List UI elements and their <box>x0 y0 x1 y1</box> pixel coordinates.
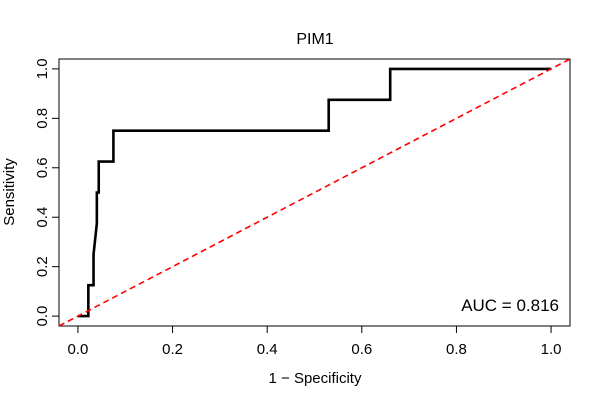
y-tick-label: 0.4 <box>34 207 51 228</box>
reference-diagonal-line <box>58 58 571 327</box>
plot-marks <box>58 58 571 327</box>
x-tick-label: 0.6 <box>351 341 372 358</box>
x-tick-label: 0.2 <box>162 341 183 358</box>
y-axis-title: Sensitivity <box>1 158 18 226</box>
y-tick-label: 0.8 <box>34 108 51 129</box>
x-tick-label: 0.4 <box>257 341 278 358</box>
roc-curve-line <box>77 67 552 318</box>
y-tick-label: 0.2 <box>34 256 51 277</box>
y-axis: 0.0 0.2 0.4 0.6 0.8 1.0 <box>34 58 60 327</box>
auc-annotation: AUC = 0.816 <box>461 296 559 315</box>
y-tick-label: 1.0 <box>34 58 51 79</box>
x-axis: 0.0 0.2 0.4 0.6 0.8 1.0 <box>67 325 562 358</box>
x-tick-label: 1.0 <box>541 341 562 358</box>
x-tick-label: 0.8 <box>446 341 467 358</box>
y-tick-label: 0.6 <box>34 157 51 178</box>
y-tick-label: 0.0 <box>34 306 51 327</box>
chart-title: PIM1 <box>296 31 333 48</box>
x-axis-title: 1 − Specificity <box>269 370 362 387</box>
x-tick-label: 0.0 <box>67 341 88 358</box>
